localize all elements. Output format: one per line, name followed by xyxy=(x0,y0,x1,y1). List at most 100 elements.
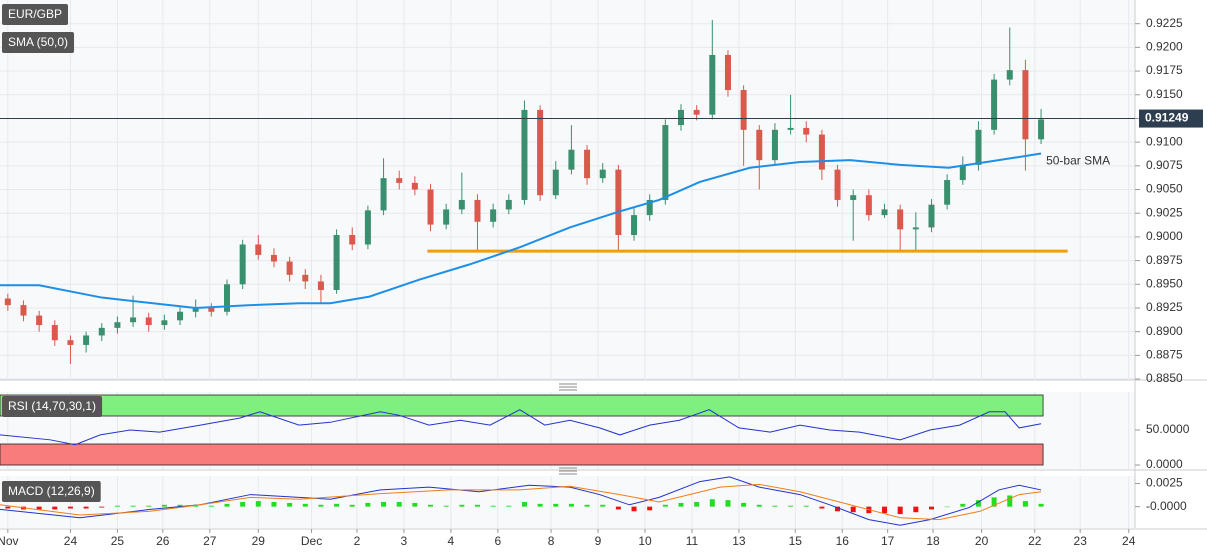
histogram-bar xyxy=(474,504,480,507)
candle-body xyxy=(4,298,11,306)
candle-body xyxy=(865,195,872,216)
candle-body xyxy=(505,199,512,210)
legend-text: SMA (50,0) xyxy=(8,35,68,49)
histogram-bar xyxy=(662,504,668,507)
histogram-bar xyxy=(537,503,543,507)
histogram-bar xyxy=(443,505,449,507)
last-price-box xyxy=(1139,109,1203,128)
y-tick-label: 0.8975 xyxy=(1146,253,1183,267)
candle-body xyxy=(1006,70,1013,80)
candle-body xyxy=(255,244,262,255)
candle-body xyxy=(411,182,418,190)
candle-body xyxy=(20,305,27,316)
histogram-bar xyxy=(99,506,105,508)
x-tick-label: 13 xyxy=(732,534,746,548)
y-tick-label: 0.8900 xyxy=(1146,324,1183,338)
resize-grip[interactable] xyxy=(559,383,577,475)
y-tick-label: 0.8925 xyxy=(1146,300,1183,314)
histogram-bar xyxy=(568,503,574,507)
candle-body xyxy=(771,129,778,161)
histogram-bar xyxy=(584,504,590,507)
histogram-bar xyxy=(381,502,387,507)
x-tick-label: Nov xyxy=(0,534,18,548)
x-tick-label: 26 xyxy=(156,534,170,548)
macd-pane xyxy=(0,476,1135,528)
candle-body xyxy=(443,209,450,225)
x-tick-label: 10 xyxy=(638,534,652,548)
candle-body xyxy=(615,169,622,236)
candle-body xyxy=(427,189,434,225)
histogram-bar xyxy=(1038,503,1044,507)
histogram-bar xyxy=(177,504,183,507)
histogram-bar xyxy=(975,500,981,507)
y-tick-label: 0.9150 xyxy=(1146,87,1183,101)
legend-box xyxy=(2,4,69,25)
candle-body xyxy=(177,311,184,321)
candle-body xyxy=(270,254,277,262)
y-tick-label: 50.0000 xyxy=(1146,422,1190,436)
candle-body xyxy=(537,109,544,196)
y-tick-label: 0.9100 xyxy=(1146,134,1183,148)
legend-tag: SMA (50,0) xyxy=(2,32,75,53)
candle-body xyxy=(912,227,919,230)
x-tick-label: 20 xyxy=(975,534,989,548)
x-tick-label: 3 xyxy=(401,534,408,548)
candle-body xyxy=(928,204,935,228)
candle-body xyxy=(944,180,951,205)
candle-body xyxy=(975,129,982,165)
histogram-bar xyxy=(1022,501,1028,507)
histogram-bar xyxy=(83,506,89,509)
x-tick-label: 8 xyxy=(548,534,555,548)
candle-body xyxy=(317,281,324,290)
histogram-bar xyxy=(631,506,637,512)
sma-annotation: 50-bar SMA xyxy=(1046,154,1110,168)
histogram-bar xyxy=(928,506,934,510)
candle-body xyxy=(208,307,215,312)
candle-body xyxy=(67,340,74,345)
histogram-bar xyxy=(850,506,856,513)
candle-body xyxy=(364,210,371,245)
candle-body xyxy=(239,244,246,285)
candle-body xyxy=(1038,119,1045,140)
candle-body xyxy=(646,199,653,216)
histogram-bar xyxy=(146,505,152,507)
y-tick-label: 0.9050 xyxy=(1146,182,1183,196)
candle-body xyxy=(803,127,810,135)
candle-body xyxy=(192,307,199,312)
histogram-bar xyxy=(36,506,42,510)
histogram-bar xyxy=(694,502,700,507)
histogram-bar xyxy=(506,505,512,507)
band xyxy=(0,394,1044,417)
candle-body xyxy=(51,325,58,341)
histogram-bar xyxy=(459,504,465,507)
last-price-label: 0.91249 xyxy=(1145,111,1189,125)
candle-body xyxy=(693,109,700,115)
histogram-bar xyxy=(882,506,888,514)
candle-body xyxy=(834,169,841,200)
candle-body xyxy=(818,134,825,170)
candle-body xyxy=(678,109,684,126)
candle-body xyxy=(36,315,43,326)
rsi-line xyxy=(0,409,1042,446)
histogram-bar xyxy=(240,502,246,507)
candle-body xyxy=(850,195,857,200)
histogram-bar xyxy=(255,501,261,507)
y-tick-label: 0.9000 xyxy=(1146,229,1183,243)
histogram-bar xyxy=(725,500,731,507)
candle-body xyxy=(959,164,966,181)
candle-body xyxy=(552,169,559,196)
y-tick-label: 0.8850 xyxy=(1146,371,1183,385)
y-tick-label: 0.9200 xyxy=(1146,40,1183,54)
candle-body xyxy=(490,209,497,222)
candle-body xyxy=(83,335,90,345)
histogram-bar xyxy=(678,502,684,507)
candle-body xyxy=(662,125,669,200)
x-tick-label: 24 xyxy=(1122,534,1136,548)
candle-body xyxy=(145,317,152,326)
histogram-bar xyxy=(741,502,747,507)
x-tick-label: 9 xyxy=(595,534,602,548)
candle-body xyxy=(991,79,998,130)
legend-text: MACD (12,26,9) xyxy=(8,484,95,498)
macd-line xyxy=(0,476,1042,526)
histogram-bar xyxy=(835,506,841,512)
